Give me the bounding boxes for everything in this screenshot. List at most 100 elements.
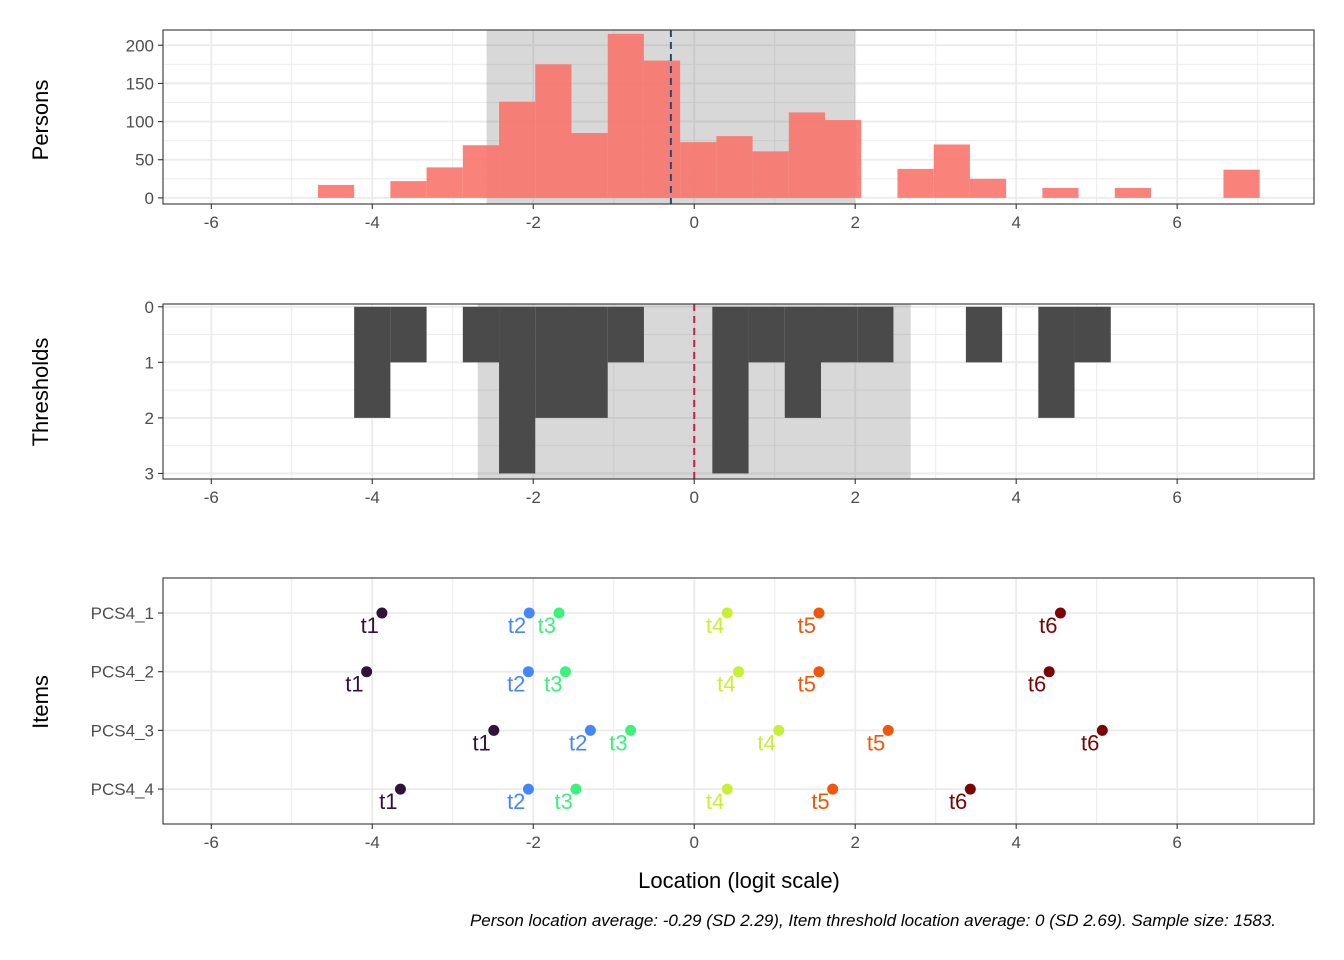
x-tick-label: 2 xyxy=(850,833,859,852)
x-tick-label: 6 xyxy=(1172,213,1181,232)
histogram-bar xyxy=(1114,187,1152,198)
threshold-label: t6 xyxy=(1028,672,1046,697)
items-frame xyxy=(162,577,1315,825)
x-tick-label: -4 xyxy=(365,833,380,852)
threshold-point xyxy=(721,783,733,795)
items-x-ticks: -6 -4 -2 0 2 4 6 xyxy=(204,824,1182,852)
threshold-label: t2 xyxy=(507,789,525,814)
x-axis-title: Location (logit scale) xyxy=(638,868,840,893)
x-tick-label: -2 xyxy=(526,488,541,507)
thresholds-x-ticks: -6 -4 -2 0 2 4 6 xyxy=(204,479,1182,507)
threshold-label: t4 xyxy=(757,730,775,755)
thresholds-bars xyxy=(354,306,1111,474)
histogram-bar xyxy=(317,184,355,198)
threshold-label: t3 xyxy=(555,789,573,814)
threshold-point xyxy=(522,666,534,678)
histogram-bar xyxy=(426,167,463,198)
threshold-point xyxy=(570,783,582,795)
persons-panel: -6 -4 -2 0 2 4 6 0 50 100 150 200 Persons xyxy=(28,29,1315,232)
threshold-point xyxy=(813,607,825,619)
threshold-point xyxy=(1054,607,1066,619)
threshold-label: t6 xyxy=(1039,613,1057,638)
thresholds-y-axis-title: Thresholds xyxy=(28,338,53,447)
caption: Person location average: -0.29 (SD 2.29)… xyxy=(470,911,1276,930)
threshold-point xyxy=(964,783,976,795)
histogram-bar xyxy=(571,133,608,198)
y-tick-label: 1 xyxy=(145,353,154,372)
y-tick-label: 2 xyxy=(145,409,154,428)
threshold-label: t2 xyxy=(507,672,525,697)
histogram-bar xyxy=(607,33,644,198)
histogram-bar xyxy=(499,306,536,474)
y-tick-label: 200 xyxy=(126,36,154,55)
y-tick-label: PCS4_1 xyxy=(91,604,154,623)
y-tick-label: PCS4_3 xyxy=(91,721,154,740)
x-tick-label: -4 xyxy=(365,213,380,232)
threshold-point xyxy=(488,724,500,736)
y-tick-label: 100 xyxy=(126,113,154,132)
persons-frame xyxy=(162,29,1315,205)
threshold-label: t1 xyxy=(361,613,379,638)
y-tick-label: 0 xyxy=(145,189,154,208)
histogram-bar xyxy=(748,306,785,363)
histogram-bar xyxy=(1042,187,1079,198)
histogram-bar xyxy=(965,306,1003,363)
threshold-point xyxy=(584,724,596,736)
threshold-label: t3 xyxy=(538,613,556,638)
histogram-bar xyxy=(784,306,822,418)
x-tick-label: -4 xyxy=(365,488,380,507)
histogram-bar xyxy=(1223,169,1260,198)
threshold-label: t1 xyxy=(379,789,397,814)
threshold-label: t3 xyxy=(609,730,627,755)
persons-y-ticks: 0 50 100 150 200 xyxy=(126,36,163,208)
y-tick-label: PCS4_2 xyxy=(91,663,154,682)
histogram-bar xyxy=(825,120,862,198)
histogram-bar xyxy=(462,306,500,363)
persons-y-axis-title: Persons xyxy=(28,80,53,161)
x-tick-label: 0 xyxy=(689,833,698,852)
threshold-label: t5 xyxy=(811,789,829,814)
threshold-point xyxy=(522,783,534,795)
y-tick-label: 150 xyxy=(126,74,154,93)
threshold-label: t2 xyxy=(508,613,526,638)
threshold-label: t4 xyxy=(706,789,724,814)
histogram-bar xyxy=(1038,306,1075,418)
threshold-label: t1 xyxy=(472,730,490,755)
threshold-point xyxy=(559,666,571,678)
x-tick-label: 2 xyxy=(850,488,859,507)
thresholds-panel: -6 -4 -2 0 2 4 6 0 1 2 3 Thresholds xyxy=(28,298,1315,507)
threshold-point xyxy=(376,607,388,619)
x-tick-label: -6 xyxy=(204,213,219,232)
histogram-bar xyxy=(499,101,536,198)
threshold-point xyxy=(361,666,373,678)
threshold-point xyxy=(721,607,733,619)
histogram-bar xyxy=(390,181,427,198)
y-tick-label: PCS4_4 xyxy=(91,780,154,799)
histogram-bar xyxy=(933,144,970,198)
histogram-bar xyxy=(712,306,749,474)
y-tick-label: 50 xyxy=(135,151,154,170)
items-y-ticks: PCS4_1 PCS4_2 PCS4_3 PCS4_4 xyxy=(91,604,163,799)
thresholds-y-ticks: 0 1 2 3 xyxy=(145,298,163,483)
x-tick-label: -2 xyxy=(526,833,541,852)
x-tick-label: 2 xyxy=(850,213,859,232)
histogram-bar xyxy=(716,136,753,198)
threshold-label: t5 xyxy=(867,730,885,755)
persons-x-ticks: -6 -4 -2 0 2 4 6 xyxy=(204,204,1182,232)
histogram-bar xyxy=(897,168,934,198)
histogram-bar xyxy=(643,60,681,198)
histogram-bar xyxy=(752,151,789,198)
persons-bars xyxy=(317,33,1260,198)
x-tick-label: 4 xyxy=(1011,833,1020,852)
thresholds-frame xyxy=(162,303,1315,480)
threshold-point xyxy=(813,666,825,678)
threshold-label: t2 xyxy=(569,730,587,755)
threshold-point xyxy=(882,724,894,736)
x-tick-label: -6 xyxy=(204,488,219,507)
x-tick-label: 6 xyxy=(1172,488,1181,507)
items-y-axis-title: Items xyxy=(28,675,53,729)
x-tick-label: 0 xyxy=(689,488,698,507)
threshold-label: t1 xyxy=(345,672,363,697)
items-grid xyxy=(163,578,1314,824)
x-tick-label: -2 xyxy=(526,213,541,232)
